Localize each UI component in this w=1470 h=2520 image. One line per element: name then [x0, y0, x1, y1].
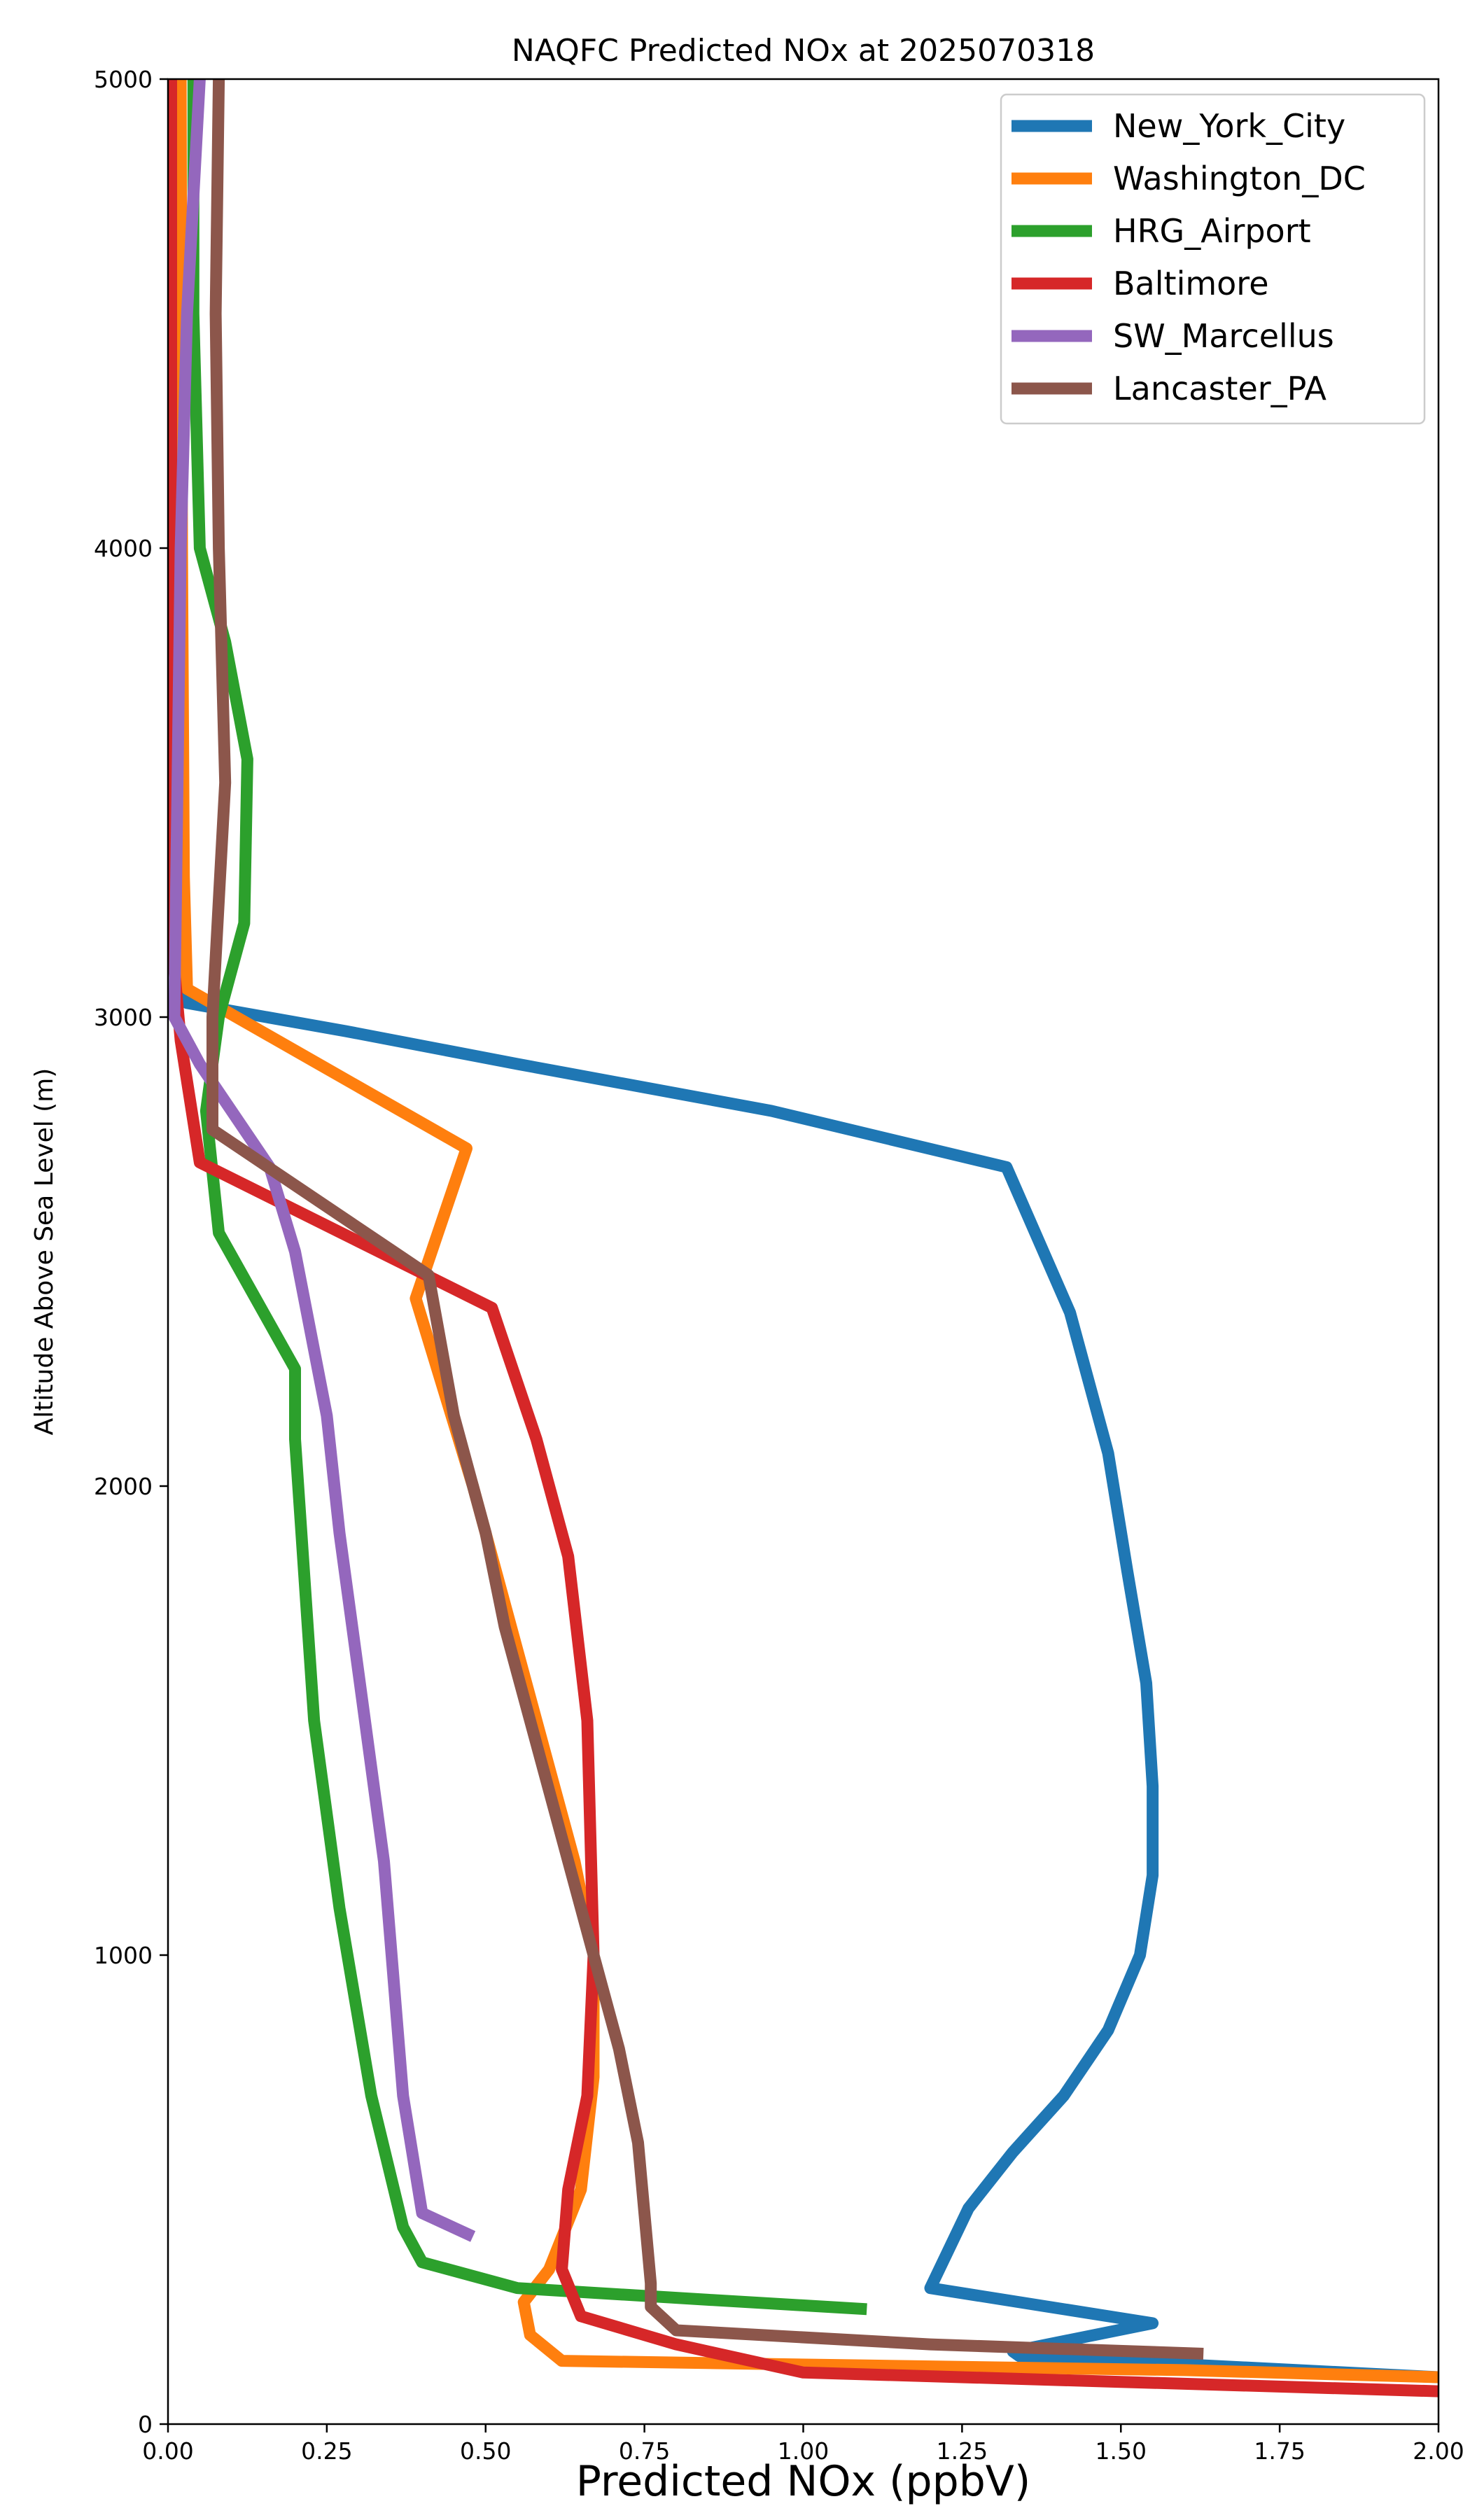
- x-tick-label: 0.50: [460, 2437, 511, 2465]
- y-tick-label: 5000: [94, 66, 153, 93]
- x-tick-label: 0.00: [142, 2437, 193, 2465]
- legend-entry-label: SW_Marcellus: [1113, 317, 1334, 355]
- y-tick-label: 4000: [94, 535, 153, 562]
- y-tick-label: 1000: [94, 1942, 153, 1969]
- y-axis-label: Altitude Above Sea Level (m): [30, 1068, 59, 1436]
- legend-entry-label: HRG_Airport: [1113, 212, 1311, 250]
- x-tick-label: 1.75: [1254, 2437, 1305, 2465]
- legend-entry-label: Baltimore: [1113, 265, 1269, 302]
- chart-title: NAQFC Predicted NOx at 2025070318: [512, 33, 1095, 69]
- legend-entry-label: Lancaster_PA: [1113, 370, 1326, 407]
- x-tick-label: 2.00: [1413, 2437, 1464, 2465]
- x-tick-label: 0.75: [619, 2437, 670, 2465]
- x-tick-label: 1.50: [1096, 2437, 1147, 2465]
- series-line-lancaster-pa: [206, 79, 1204, 2360]
- legend-box: [1000, 93, 1426, 425]
- x-tick-label: 0.25: [301, 2437, 352, 2465]
- legend-entry-label: Washington_DC: [1113, 160, 1366, 197]
- legend: New_York_City Washington_DC HRG_Airport Bal…: [1000, 93, 1426, 425]
- y-tick-label: 0: [138, 2411, 153, 2438]
- y-tick-label: 3000: [94, 1004, 153, 1031]
- ticks-layer: 0.00 0.25 0.50 0.75 1.00 1.25 1.50 1.75 2.00 0 100…: [94, 66, 1464, 2465]
- series-line-sw-marcellus: [168, 79, 476, 2242]
- legend-entry-label: New_York_City: [1113, 107, 1345, 145]
- x-tick-label: 1.25: [937, 2437, 988, 2465]
- series-layer: [168, 79, 1438, 2398]
- y-tick-label: 2000: [94, 1473, 153, 1500]
- x-axis-label: Predicted NOx (ppbV): [576, 2457, 1031, 2506]
- x-tick-label: 1.00: [778, 2437, 829, 2465]
